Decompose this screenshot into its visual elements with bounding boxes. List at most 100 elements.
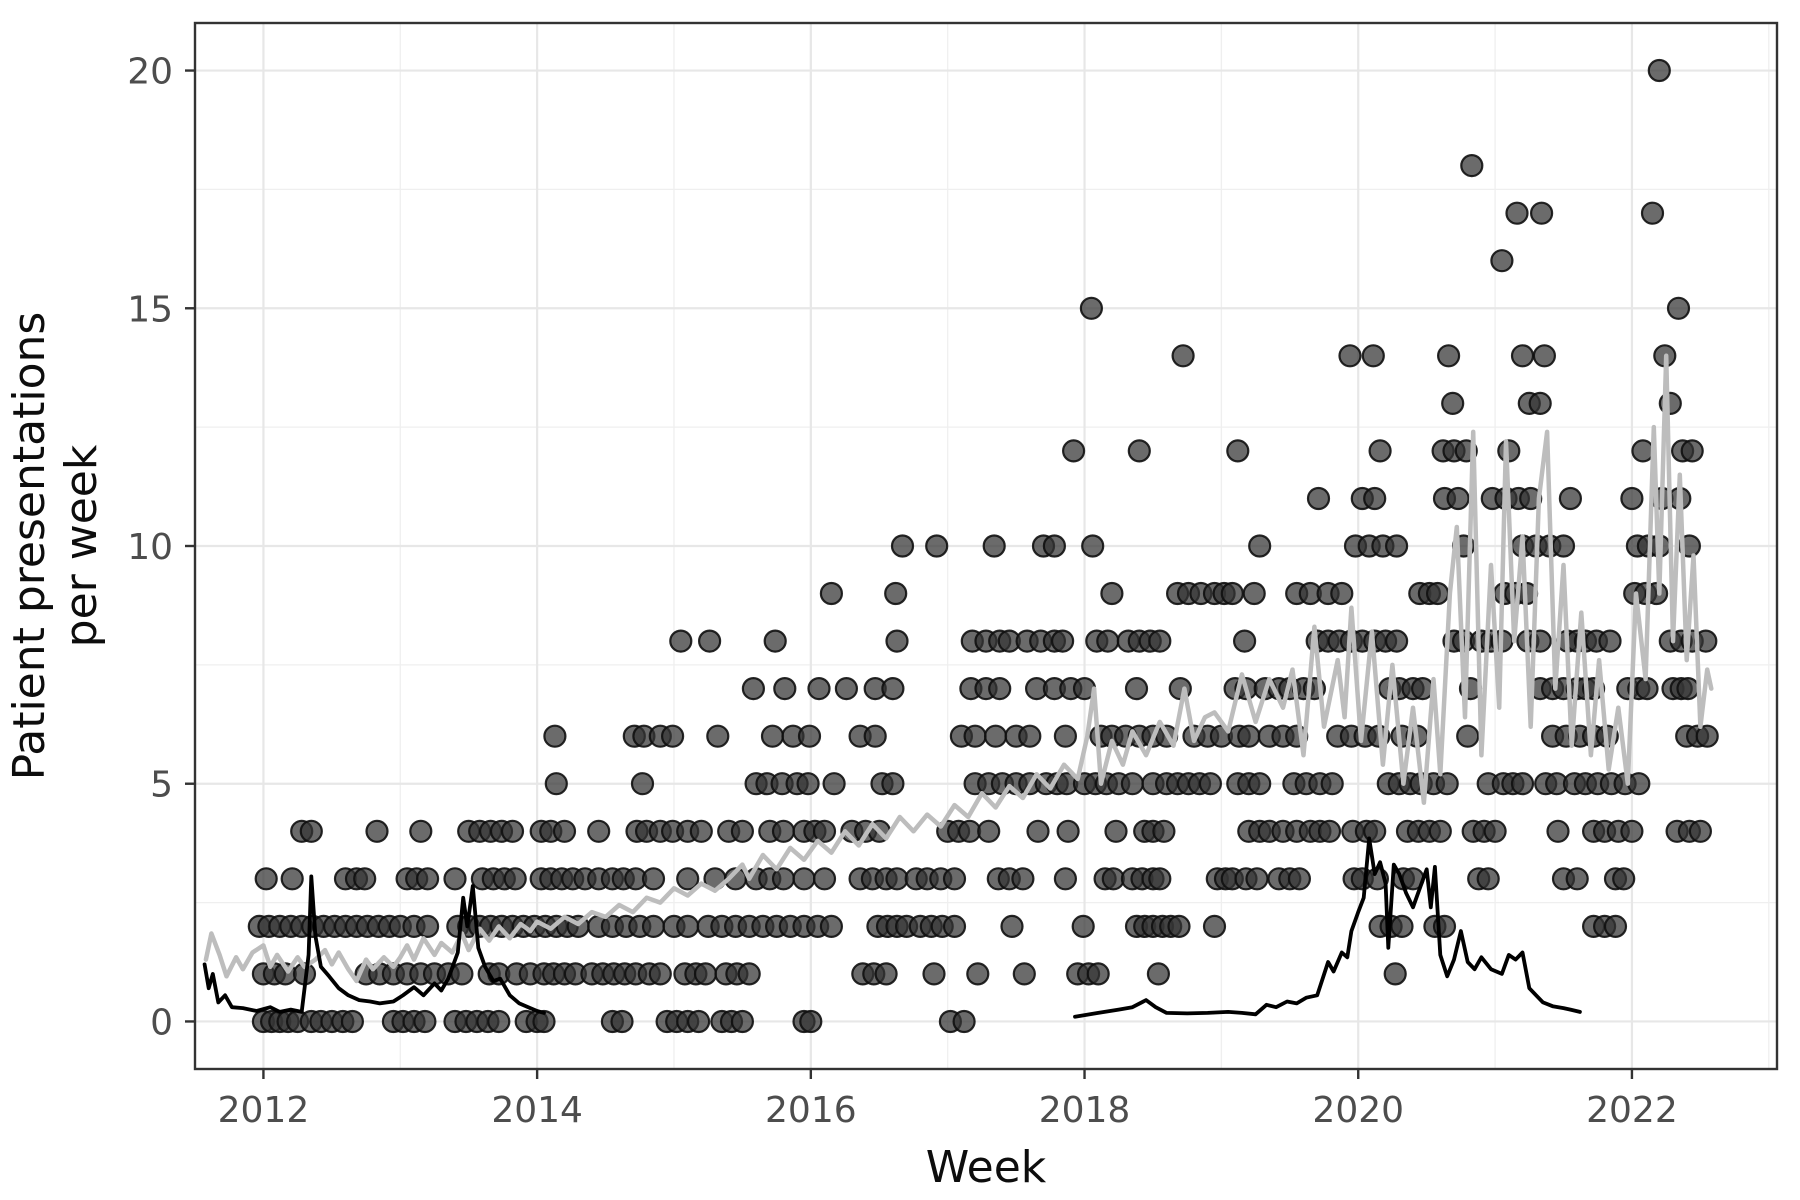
data-point xyxy=(669,629,693,653)
data-point xyxy=(1053,867,1078,891)
data-point xyxy=(922,962,946,986)
data-point xyxy=(1490,249,1514,273)
data-point xyxy=(353,867,377,891)
data-point xyxy=(1558,486,1583,511)
data-point xyxy=(676,914,700,939)
data-point xyxy=(1120,772,1145,796)
data-point xyxy=(1435,772,1459,796)
data-point xyxy=(1081,534,1105,558)
data-point xyxy=(1368,439,1392,463)
data-point xyxy=(1428,819,1452,843)
data-point xyxy=(1640,201,1665,225)
data-point xyxy=(1620,486,1644,511)
data-point xyxy=(1086,962,1110,986)
data-point xyxy=(1635,676,1659,701)
x-axis-title: Week xyxy=(926,1142,1047,1193)
data-point xyxy=(416,914,440,939)
data-point xyxy=(812,867,837,891)
data-point xyxy=(1242,581,1266,606)
data-point xyxy=(1232,629,1257,653)
data-point xyxy=(1505,201,1529,225)
data-point xyxy=(1390,914,1414,939)
data-point xyxy=(1666,296,1691,320)
data-point xyxy=(1647,58,1671,83)
data-point xyxy=(1104,819,1128,843)
gray-trend-line xyxy=(203,353,1714,984)
y-axis-title-line1: Patient presentations xyxy=(4,312,55,781)
data-point xyxy=(942,867,967,891)
data-point xyxy=(1680,439,1704,463)
data-point xyxy=(1528,391,1552,415)
data-point xyxy=(1551,534,1576,558)
data-point xyxy=(413,1009,437,1034)
data-point xyxy=(1320,772,1344,796)
data-point xyxy=(819,581,844,606)
data-point xyxy=(1676,676,1700,701)
data-point xyxy=(1012,962,1036,986)
data-point xyxy=(957,819,982,843)
y-tick-label: 15 xyxy=(127,289,173,330)
data-point xyxy=(1237,724,1261,748)
data-point xyxy=(1383,962,1407,986)
data-point xyxy=(1018,724,1042,748)
data-point xyxy=(982,534,1006,558)
data-point xyxy=(1476,867,1500,891)
data-point xyxy=(340,1009,364,1034)
axis-tick-labels: 2012 2014 2016 2018 2020 2022 0 5 10 15 20 xyxy=(127,52,1678,1131)
data-point xyxy=(773,676,797,701)
data-point xyxy=(641,914,666,939)
data-point xyxy=(881,772,905,796)
data-point xyxy=(1000,914,1024,939)
data-point xyxy=(1245,867,1269,891)
data-point xyxy=(1050,629,1075,653)
data-point xyxy=(1510,772,1535,796)
data-point xyxy=(648,962,672,986)
data-point xyxy=(885,629,909,653)
data-point xyxy=(1532,344,1557,368)
data-point xyxy=(500,819,525,843)
data-point xyxy=(1598,629,1622,653)
data-point xyxy=(1603,914,1628,939)
data-point xyxy=(977,819,1001,843)
data-point xyxy=(952,1009,976,1034)
data-point xyxy=(1287,867,1312,891)
data-point xyxy=(1436,344,1461,368)
data-point xyxy=(1100,581,1124,606)
x-tick-label: 2022 xyxy=(1586,1090,1678,1131)
data-point xyxy=(641,867,666,891)
data-point xyxy=(890,534,915,558)
data-point xyxy=(1460,154,1484,178)
data-point xyxy=(884,581,908,606)
data-point xyxy=(1146,962,1171,986)
black-line-segment xyxy=(1073,836,1582,1019)
data-point xyxy=(254,867,278,891)
y-tick-label: 0 xyxy=(150,1002,173,1043)
data-point xyxy=(966,962,990,986)
data-point xyxy=(1167,914,1191,939)
data-point xyxy=(885,867,909,891)
y-axis-title-line2: per week xyxy=(56,444,107,647)
data-point xyxy=(1620,819,1644,843)
data-point xyxy=(1148,629,1172,653)
data-point xyxy=(797,724,822,748)
data-point xyxy=(874,962,898,986)
y-tick-label: 10 xyxy=(127,527,173,568)
data-point xyxy=(1053,724,1078,748)
data-point xyxy=(881,676,905,701)
data-point xyxy=(503,867,527,891)
data-point xyxy=(365,819,389,843)
data-point xyxy=(1695,724,1719,748)
data-point xyxy=(796,772,820,796)
data-point xyxy=(630,772,655,796)
data-point xyxy=(1101,867,1125,891)
data-point xyxy=(1363,486,1387,511)
data-point xyxy=(1056,819,1080,843)
data-point xyxy=(1071,914,1095,939)
data-point xyxy=(409,819,433,843)
data-point xyxy=(730,819,755,843)
data-point xyxy=(834,676,859,701)
data-point xyxy=(689,819,713,843)
data-point xyxy=(1226,439,1250,463)
data-point xyxy=(1317,819,1342,843)
